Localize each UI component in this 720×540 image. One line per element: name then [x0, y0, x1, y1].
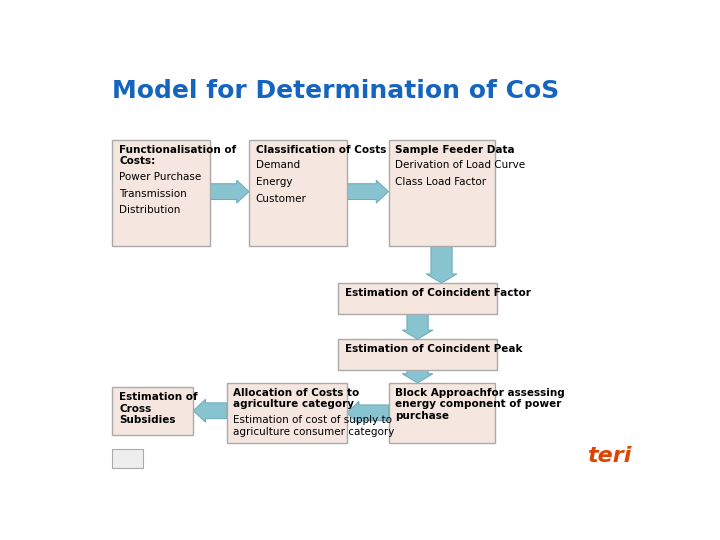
Text: Block Approachfor assessing
energy component of power
purchase: Block Approachfor assessing energy compo… [395, 388, 565, 421]
Text: Class Load Factor: Class Load Factor [395, 177, 486, 187]
FancyArrow shape [402, 370, 433, 383]
FancyBboxPatch shape [338, 339, 498, 370]
Text: Estimation of cost of supply to
agriculture consumer category: Estimation of cost of supply to agricult… [233, 415, 395, 437]
Text: Distribution: Distribution [119, 205, 181, 215]
FancyBboxPatch shape [112, 449, 143, 468]
Text: Functionalisation of
Costs:: Functionalisation of Costs: [119, 145, 236, 166]
FancyBboxPatch shape [389, 383, 495, 443]
FancyBboxPatch shape [338, 283, 498, 314]
FancyBboxPatch shape [227, 383, 347, 443]
Text: Classification of Costs: Classification of Costs [256, 145, 386, 154]
FancyArrow shape [347, 401, 389, 424]
Text: Sample Feeder Data: Sample Feeder Data [395, 145, 515, 154]
Text: Allocation of Costs to
agriculture category: Allocation of Costs to agriculture categ… [233, 388, 360, 409]
Text: Estimation of Coincident Factor: Estimation of Coincident Factor [345, 288, 531, 298]
Text: Demand: Demand [256, 160, 300, 171]
Text: teri: teri [587, 446, 631, 466]
Text: Transmission: Transmission [119, 188, 186, 199]
FancyArrow shape [426, 246, 457, 283]
Text: Model for Determination of CoS: Model for Determination of CoS [112, 79, 559, 103]
Text: Estimation of Coincident Peak: Estimation of Coincident Peak [345, 344, 523, 354]
FancyArrow shape [347, 180, 389, 203]
Text: Estimation of
Cross
Subsidies: Estimation of Cross Subsidies [119, 392, 198, 425]
Text: Customer: Customer [256, 194, 307, 204]
FancyArrow shape [402, 314, 433, 339]
FancyBboxPatch shape [112, 387, 193, 435]
Text: Derivation of Load Curve: Derivation of Load Curve [395, 160, 526, 171]
Text: Energy: Energy [256, 177, 292, 187]
FancyBboxPatch shape [389, 140, 495, 246]
FancyArrow shape [193, 399, 227, 422]
FancyBboxPatch shape [249, 140, 347, 246]
FancyArrow shape [210, 180, 249, 203]
FancyBboxPatch shape [112, 140, 210, 246]
Text: Power Purchase: Power Purchase [119, 172, 202, 182]
